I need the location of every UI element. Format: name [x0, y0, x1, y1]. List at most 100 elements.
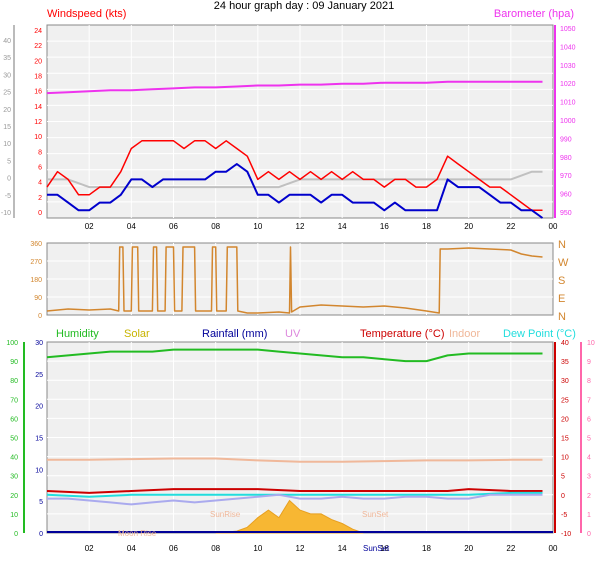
wind-x-tick: 20 [464, 222, 473, 231]
annotation-3: SunSet [363, 544, 390, 553]
humidity-tick: 50 [10, 436, 18, 443]
uv-tick: 4 [587, 455, 591, 462]
env-x-tick: 00 [549, 544, 558, 553]
annotation-0: Moon Rise [118, 529, 157, 538]
compass-tick: N [558, 311, 566, 323]
outer-tick: 30 [3, 72, 11, 79]
windspeed-tick: 4 [38, 180, 42, 187]
winddir-tick: 270 [30, 259, 42, 266]
rainfall-tick: 0 [39, 531, 43, 538]
uv-tick: 6 [587, 416, 591, 423]
windspeed-tick: 16 [34, 89, 42, 96]
humidity-tick: 10 [10, 512, 18, 519]
env-x-tick: 10 [253, 544, 262, 553]
humidity-tick: 60 [10, 416, 18, 423]
uv-tick: 8 [587, 378, 591, 385]
barometer-label: Barometer (hpa) [494, 8, 574, 20]
env-x-tick: 22 [506, 544, 515, 553]
uv-tick: 2 [587, 493, 591, 500]
winddir-tick: 360 [30, 241, 42, 248]
rainfall-tick: 25 [35, 372, 43, 379]
humidity-tick: 40 [10, 455, 18, 462]
wind-grid [47, 25, 553, 218]
uv-line [47, 493, 543, 506]
legend-4: Temperature (°C) [360, 328, 444, 340]
outer-tick: 0 [7, 176, 11, 183]
solar-area [215, 499, 364, 534]
rainfall-tick: 5 [39, 499, 43, 506]
rainfall-tick: 20 [35, 404, 43, 411]
outer-tick: 15 [3, 124, 11, 131]
uv-tick: 10 [587, 340, 595, 347]
humidity-line [46, 348, 543, 363]
temperature-line [46, 488, 543, 494]
humidity-tick: 30 [10, 474, 18, 481]
winddir-tick: 90 [34, 295, 42, 302]
compass-tick: W [558, 257, 569, 269]
temperature-tick: 25 [561, 397, 569, 404]
windspeed-tick: 0 [38, 210, 42, 217]
barometer-tick: 970 [560, 173, 572, 180]
humidity-tick: 0 [14, 531, 18, 538]
humidity-tick: 70 [10, 397, 18, 404]
barometer-tick: 1030 [560, 63, 576, 70]
wind-x-tick: 04 [127, 222, 136, 231]
wind-x-tick: 10 [253, 222, 262, 231]
legend-1: Solar [124, 328, 150, 340]
barometer-line [46, 80, 543, 95]
outer-tick: 35 [3, 55, 11, 62]
env-x-tick: 06 [169, 544, 178, 553]
barometer-tick: 1020 [560, 81, 576, 88]
legend-5: Indoor [449, 328, 481, 340]
windspeed-tick: 22 [34, 43, 42, 50]
winddir-tick: 0 [38, 313, 42, 320]
temperature-tick: -10 [561, 531, 571, 538]
uv-tick: 3 [587, 474, 591, 481]
outer-tick: 25 [3, 90, 11, 97]
wind-direction-line [46, 246, 543, 314]
humidity-tick: 100 [6, 340, 18, 347]
env-x-tick: 08 [211, 544, 220, 553]
windspeed-tick: 10 [34, 134, 42, 141]
wind-x-tick: 16 [380, 222, 389, 231]
temperature-tick: 5 [561, 474, 565, 481]
windspeed-tick: 12 [34, 119, 42, 126]
windspeed-tick: 20 [34, 58, 42, 65]
outer-tick: 10 [3, 141, 11, 148]
temperature-tick: 0 [561, 493, 565, 500]
env-x-tick: 14 [338, 544, 347, 553]
wind-x-tick: 00 [549, 222, 558, 231]
temperature-tick: 40 [561, 340, 569, 347]
env-x-tick: 20 [464, 544, 473, 553]
temperature-tick: 15 [561, 436, 569, 443]
compass-tick: S [558, 275, 565, 287]
uv-tick: 9 [587, 359, 591, 366]
windspeed-line [46, 140, 543, 212]
compass-tick: N [558, 239, 566, 251]
temperature-tick: 35 [561, 359, 569, 366]
wind-x-tick: 06 [169, 222, 178, 231]
env-x-tick: 18 [422, 544, 431, 553]
barometer-tick: 1050 [560, 26, 576, 33]
wind-x-tick: 02 [85, 222, 94, 231]
windspeed-tick: 2 [38, 195, 42, 202]
wind-x-tick: 14 [338, 222, 347, 231]
env-x-tick: 16 [380, 544, 389, 553]
outer-tick: -5 [5, 193, 11, 200]
env-x-tick: 12 [296, 544, 305, 553]
annotation-2: SunSet [362, 510, 389, 519]
windspeed-tick: 6 [38, 165, 42, 172]
humidity-tick: 80 [10, 378, 18, 385]
barometer-tick: 1000 [560, 118, 576, 125]
outer-tick: -10 [1, 210, 11, 217]
wind-x-tick: 22 [506, 222, 515, 231]
temperature-tick: -5 [561, 512, 567, 519]
rainfall-tick: 15 [35, 436, 43, 443]
barometer-tick: 990 [560, 136, 572, 143]
uv-tick: 7 [587, 397, 591, 404]
legend-6: Dew Point (°C) [503, 328, 576, 340]
humidity-tick: 90 [10, 359, 18, 366]
dewpoint-line [46, 491, 543, 498]
